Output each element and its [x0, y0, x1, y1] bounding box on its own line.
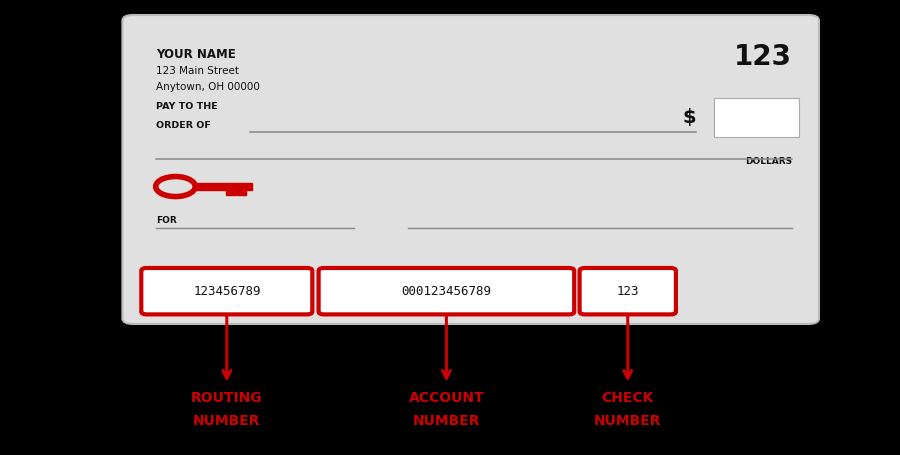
Bar [226, 190, 237, 195]
Text: 123: 123 [616, 285, 639, 298]
Circle shape [166, 182, 184, 191]
Text: 123: 123 [734, 43, 792, 71]
Text: ORDER OF: ORDER OF [156, 121, 211, 130]
Text: NUMBER: NUMBER [412, 414, 481, 428]
Bar [714, 98, 799, 136]
Text: Anytown, OH 00000: Anytown, OH 00000 [156, 82, 259, 92]
Text: $: $ [682, 108, 696, 127]
Text: 123456789: 123456789 [194, 285, 261, 298]
Text: YOUR NAME: YOUR NAME [156, 48, 236, 61]
Text: CHECK: CHECK [601, 391, 654, 405]
Bar [238, 190, 247, 195]
Text: ROUTING: ROUTING [191, 391, 263, 405]
FancyBboxPatch shape [141, 268, 312, 314]
Text: NUMBER: NUMBER [194, 414, 261, 428]
FancyBboxPatch shape [580, 268, 676, 314]
Bar [194, 183, 252, 190]
Text: 000123456789: 000123456789 [401, 285, 491, 298]
Text: PAY TO THE: PAY TO THE [156, 102, 218, 111]
Text: ACCOUNT: ACCOUNT [409, 391, 484, 405]
Text: FOR: FOR [156, 216, 176, 225]
Text: NUMBER: NUMBER [594, 414, 662, 428]
FancyBboxPatch shape [122, 15, 819, 324]
Text: 123 Main Street: 123 Main Street [156, 66, 238, 76]
Text: DOLLARS: DOLLARS [745, 157, 792, 166]
FancyBboxPatch shape [319, 268, 574, 314]
